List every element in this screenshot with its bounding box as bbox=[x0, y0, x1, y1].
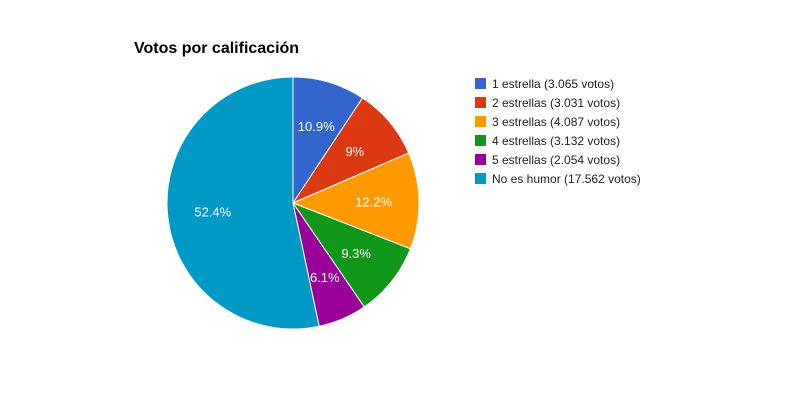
legend: 1 estrella (3.065 votos) 2 estrellas (3.0… bbox=[475, 77, 641, 186]
legend-swatch-6 bbox=[475, 173, 486, 184]
slice-percent-label-2: 9% bbox=[345, 144, 364, 159]
legend-item-2: 2 estrellas (3.031 votos) bbox=[475, 96, 620, 110]
legend-label-5: 5 estrellas (2.054 votos) bbox=[492, 153, 620, 167]
legend-item-4: 4 estrellas (3.132 votos) bbox=[475, 134, 620, 148]
slice-percent-label-5: 6.1% bbox=[310, 270, 340, 285]
legend-item-1: 1 estrella (3.065 votos) bbox=[475, 77, 614, 91]
pie-slices bbox=[166, 76, 420, 330]
legend-swatch-5 bbox=[475, 154, 486, 165]
pie-slice-3 bbox=[291, 152, 420, 250]
slice-percent-label-6: 52.4% bbox=[194, 204, 231, 219]
pie-slice-4 bbox=[291, 201, 412, 308]
pie-slice-6 bbox=[166, 76, 320, 330]
legend-item-5: 5 estrellas (2.054 votos) bbox=[475, 153, 620, 167]
slice-percent-label-3: 12.2% bbox=[355, 195, 392, 210]
chart-title: Votos por calificación bbox=[134, 40, 300, 57]
legend-swatch-2 bbox=[475, 97, 486, 108]
slice-percent-label-4: 9.3% bbox=[341, 246, 371, 261]
legend-label-6: No es humor (17.562 votos) bbox=[492, 172, 641, 186]
legend-swatch-4 bbox=[475, 135, 486, 146]
legend-swatch-1 bbox=[475, 78, 486, 89]
legend-item-3: 3 estrellas (4.087 votos) bbox=[475, 115, 620, 129]
slice-percent-label-1: 10.9% bbox=[298, 119, 335, 134]
legend-label-4: 4 estrellas (3.132 votos) bbox=[492, 134, 620, 148]
legend-label-3: 3 estrellas (4.087 votos) bbox=[492, 115, 620, 129]
legend-swatch-3 bbox=[475, 116, 486, 127]
legend-item-6: No es humor (17.562 votos) bbox=[475, 172, 641, 186]
slice-labels: 10.9% 9% 12.2% 9.3%6.1% 52.4% bbox=[194, 119, 392, 285]
legend-label-2: 2 estrellas (3.031 votos) bbox=[492, 96, 620, 110]
legend-label-1: 1 estrella (3.065 votos) bbox=[492, 77, 614, 91]
